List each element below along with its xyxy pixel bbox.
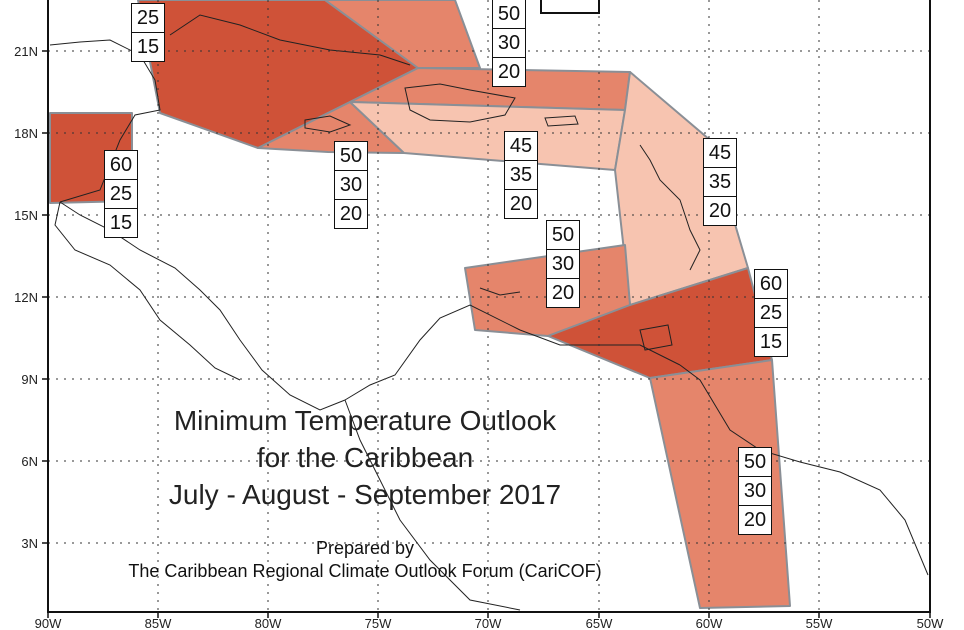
probability-value: 15: [755, 327, 787, 356]
probability-box-leeward: 45 35 20: [703, 138, 737, 226]
probability-value: 20: [335, 199, 367, 228]
lon-label: 65W: [586, 616, 613, 630]
probability-value: 20: [505, 189, 537, 218]
probability-value: 50: [551, 224, 575, 246]
lon-label: 75W: [365, 616, 392, 630]
outlook-regions: [49, 0, 791, 609]
lat-label: 6N: [21, 454, 38, 469]
credit-line: The Caribbean Regional Climate Outlook F…: [128, 561, 602, 581]
probability-value: 20: [493, 57, 525, 86]
probability-value: 30: [335, 170, 367, 199]
lon-label: 70W: [475, 616, 502, 630]
probability-value: 35: [704, 167, 736, 196]
probability-value: 60: [759, 273, 783, 295]
lat-label: 21N: [14, 44, 38, 59]
probability-box-guianas: 50 30 20: [738, 447, 772, 535]
probability-value: 60: [109, 154, 133, 176]
probability-value: 35: [505, 160, 537, 189]
probability-box-belize: 60 25 15: [104, 150, 138, 238]
map-frame: [47, 0, 931, 613]
probability-value: 50: [339, 145, 363, 167]
probability-value: 25: [755, 298, 787, 327]
probability-value: 30: [493, 28, 525, 57]
lon-label: 60W: [696, 616, 723, 630]
region-guianas: [649, 359, 791, 609]
probability-value: 20: [704, 196, 736, 225]
legend-swatch: [540, 0, 600, 14]
lon-label: 85W: [145, 616, 172, 630]
lon-label: 90W: [35, 616, 62, 630]
probability-value: 45: [509, 135, 533, 157]
probability-value: 50: [743, 451, 767, 473]
probability-box-trinidad: 60 25 15: [754, 269, 788, 357]
probability-box-hispaniola: 45 35 20: [504, 131, 538, 219]
probability-box-bahamas-east: 50 30 20: [492, 0, 526, 87]
probability-box-jamaica: 50 30 20: [334, 141, 368, 229]
probability-value: 45: [708, 142, 732, 164]
lon-label: 80W: [255, 616, 282, 630]
lat-label: 12N: [14, 290, 38, 305]
lat-label: 18N: [14, 126, 38, 141]
map-title: Minimum Temperature Outlook for the Cari…: [120, 402, 610, 513]
title-line: for the Caribbean: [256, 442, 474, 473]
title-line: July - August - September 2017: [168, 479, 562, 510]
probability-value: 25: [136, 7, 160, 29]
lat-label: 15N: [14, 208, 38, 223]
credit-line: Prepared by: [315, 538, 415, 558]
probability-value: 30: [547, 249, 579, 278]
probability-box-abc-islands: 50 30 20: [546, 220, 580, 308]
title-line: Minimum Temperature Outlook: [173, 405, 557, 436]
map-credit: Prepared by The Caribbean Regional Clima…: [60, 537, 670, 583]
latitude-labels: 3N 6N 9N 12N 15N 18N 21N: [14, 44, 38, 551]
lon-label: 50W: [917, 616, 944, 630]
probability-value: 15: [105, 208, 137, 237]
lon-label: 55W: [806, 616, 833, 630]
probability-box-bahamas-west: 25 15: [131, 3, 165, 62]
lat-label: 3N: [21, 536, 38, 551]
probability-value: 30: [739, 476, 771, 505]
tick-marks: [42, 50, 931, 618]
probability-value: 50: [497, 3, 521, 25]
lat-label: 9N: [21, 372, 38, 387]
probability-value: 25: [105, 179, 137, 208]
longitude-labels: 90W 85W 80W 75W 70W 65W 60W 55W 50W: [35, 616, 944, 630]
probability-value: 20: [739, 505, 771, 534]
probability-value: 15: [132, 32, 164, 61]
probability-value: 20: [547, 278, 579, 307]
graticule: [48, 0, 930, 612]
